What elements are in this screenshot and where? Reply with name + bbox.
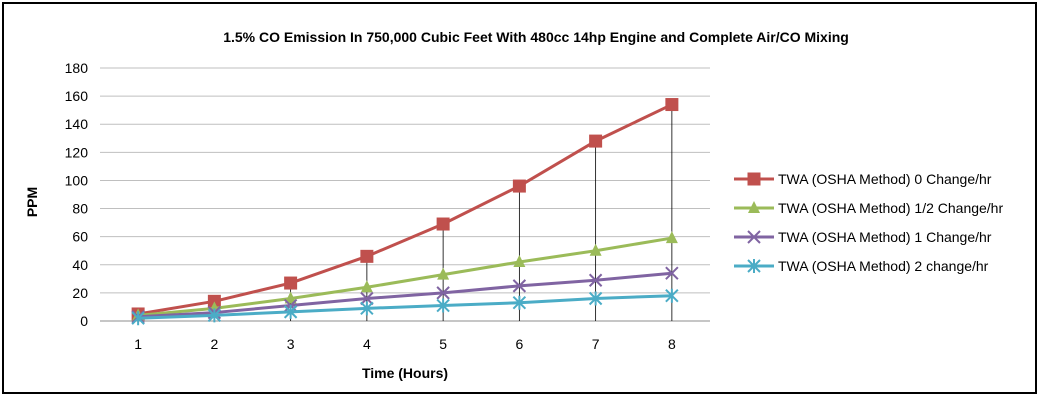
series-line xyxy=(138,271,673,319)
legend-item: TWA (OSHA Method) 2 change/hr xyxy=(734,258,989,274)
data-point xyxy=(360,249,374,263)
y-tick-label: 80 xyxy=(72,201,88,217)
legend-marker xyxy=(747,259,761,273)
y-tick-label: 180 xyxy=(65,60,89,76)
data-point xyxy=(284,291,297,304)
legend-item: TWA (OSHA Method) 1/2 Change/hr xyxy=(734,200,1003,216)
chart-frame: 1.5% CO Emission In 750,000 Cubic Feet W… xyxy=(2,2,1037,394)
y-tick-label: 40 xyxy=(72,257,88,273)
data-point xyxy=(360,280,373,293)
legend-item: TWA (OSHA Method) 0 Change/hr xyxy=(734,171,992,187)
data-point xyxy=(283,304,298,319)
x-axis-ticks: 1 2 3 4 5 6 7 8 xyxy=(134,336,676,352)
x-tick-label: 4 xyxy=(363,336,371,352)
legend: TWA (OSHA Method) 0 Change/hr TWA (OSHA M… xyxy=(734,171,1003,274)
legend-label: TWA (OSHA Method) 0 Change/hr xyxy=(778,171,992,187)
gridlines xyxy=(100,67,710,322)
y-tick-label: 100 xyxy=(65,172,89,188)
x-tick-label: 1 xyxy=(134,336,142,352)
x-axis-label: Time (Hours) xyxy=(362,365,448,381)
data-point xyxy=(207,308,222,323)
data-point xyxy=(512,179,526,193)
legend-label: TWA (OSHA Method) 1 Change/hr xyxy=(778,229,992,245)
x-tick-label: 8 xyxy=(668,336,676,352)
legend-marker xyxy=(747,230,761,244)
x-tick-label: 6 xyxy=(515,336,523,352)
data-point xyxy=(588,291,603,306)
data-point xyxy=(436,217,450,231)
series-1 xyxy=(131,98,679,321)
y-axis-label: PPM xyxy=(24,187,40,217)
data-point xyxy=(588,273,603,287)
legend-item: TWA (OSHA Method) 1 Change/hr xyxy=(734,229,992,245)
data-point xyxy=(589,243,602,256)
data-point xyxy=(131,311,145,326)
data-point xyxy=(665,98,679,112)
legend-marker xyxy=(748,201,760,213)
data-point xyxy=(513,254,526,267)
x-tick-label: 7 xyxy=(592,336,600,352)
data-point xyxy=(284,276,298,290)
data-point xyxy=(665,288,679,303)
y-tick-label: 140 xyxy=(65,116,89,132)
series-group xyxy=(131,98,679,326)
series-line xyxy=(138,294,672,320)
data-point xyxy=(360,301,374,316)
legend-label: TWA (OSHA Method) 1/2 Change/hr xyxy=(778,200,1003,216)
legend-marker xyxy=(747,172,761,186)
data-point xyxy=(437,267,450,280)
chart-title: 1.5% CO Emission In 750,000 Cubic Feet W… xyxy=(223,29,849,45)
legend-label: TWA (OSHA Method) 2 change/hr xyxy=(778,258,989,274)
data-point xyxy=(589,134,603,148)
series-4 xyxy=(131,288,679,326)
y-tick-label: 20 xyxy=(72,285,88,301)
y-tick-label: 60 xyxy=(72,229,88,245)
x-tick-label: 5 xyxy=(439,336,447,352)
series-line xyxy=(137,103,673,316)
x-tick-label: 3 xyxy=(287,336,295,352)
data-point xyxy=(665,231,678,244)
data-point xyxy=(665,266,679,280)
y-tick-label: 120 xyxy=(65,144,89,160)
y-tick-label: 0 xyxy=(80,313,88,329)
line-chart: 1.5% CO Emission In 750,000 Cubic Feet W… xyxy=(24,29,1003,381)
data-point xyxy=(436,286,450,300)
y-tick-label: 160 xyxy=(65,88,89,104)
y-axis-ticks: 0 20 40 60 80 100 120 140 160 180 xyxy=(65,60,89,329)
data-point xyxy=(360,291,374,306)
data-point xyxy=(512,279,527,293)
data-point xyxy=(436,298,450,313)
x-tick-label: 2 xyxy=(210,336,218,352)
series-line xyxy=(137,236,673,317)
data-point xyxy=(512,295,527,310)
